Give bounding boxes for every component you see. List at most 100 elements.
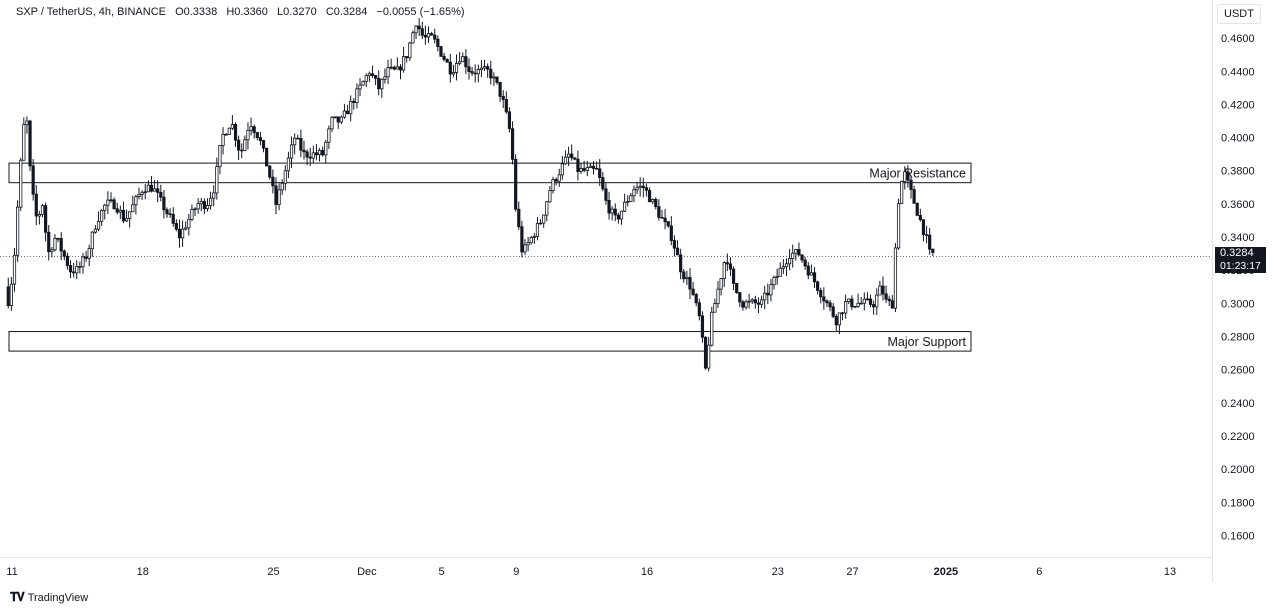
candle bbox=[386, 59, 390, 85]
candle-body bbox=[430, 33, 434, 36]
candle bbox=[355, 83, 359, 109]
candle bbox=[850, 295, 854, 310]
candle-body bbox=[283, 170, 287, 184]
candle-body bbox=[582, 168, 586, 171]
footer: ⁠𝐓𝐕 TradingView bbox=[10, 590, 88, 605]
candle bbox=[411, 30, 415, 44]
chart-area[interactable]: Major Resistance Major Support bbox=[0, 0, 1212, 557]
candle bbox=[731, 266, 736, 291]
candle bbox=[660, 209, 664, 219]
candle bbox=[137, 187, 141, 200]
time-tick-label: 5 bbox=[439, 566, 445, 578]
candle-body bbox=[682, 271, 686, 280]
candle bbox=[613, 203, 617, 222]
candle bbox=[629, 192, 633, 203]
currency-button[interactable]: USDT bbox=[1217, 4, 1261, 24]
candle-body bbox=[906, 171, 910, 181]
candle bbox=[277, 183, 281, 211]
candle-body bbox=[224, 133, 228, 136]
candle bbox=[769, 279, 773, 302]
candle bbox=[380, 78, 384, 98]
candle-body bbox=[451, 72, 456, 75]
candle bbox=[439, 45, 443, 58]
candle-body bbox=[246, 129, 250, 141]
candle-body bbox=[131, 204, 135, 213]
candle-body bbox=[844, 301, 848, 314]
candle-body bbox=[215, 166, 219, 194]
candle-body bbox=[402, 56, 406, 71]
candle-body bbox=[666, 221, 670, 227]
candle-body bbox=[573, 157, 577, 160]
candle-body bbox=[716, 288, 720, 304]
candle bbox=[389, 58, 393, 70]
candle bbox=[747, 293, 751, 309]
candle bbox=[131, 195, 135, 213]
candle-body bbox=[103, 204, 107, 211]
candle-body bbox=[249, 126, 253, 131]
candle-body bbox=[177, 228, 182, 239]
candle-body bbox=[218, 145, 222, 168]
candle-body bbox=[890, 300, 894, 309]
candle bbox=[928, 227, 932, 255]
candle-body bbox=[884, 293, 888, 300]
candle-body bbox=[504, 99, 508, 113]
candle bbox=[741, 299, 745, 311]
candle-body bbox=[545, 201, 549, 216]
candle-body bbox=[563, 156, 568, 165]
candle bbox=[296, 134, 300, 140]
candle bbox=[812, 267, 817, 289]
candle-body bbox=[501, 96, 505, 100]
candle-body bbox=[112, 199, 116, 210]
time-tick-label: 9 bbox=[513, 566, 519, 578]
candle-body bbox=[769, 284, 773, 296]
candle-body bbox=[311, 152, 315, 159]
candle bbox=[209, 191, 213, 210]
time-axis[interactable]: 11 18 25 Dec 5 9 16 23 27 2025 6 13 bbox=[0, 557, 1212, 583]
candle bbox=[582, 160, 586, 173]
candle bbox=[514, 154, 518, 212]
candle bbox=[844, 294, 848, 319]
candle-body bbox=[498, 81, 502, 97]
price-tick-label: 0.2400 bbox=[1221, 398, 1255, 410]
candle-body bbox=[669, 225, 673, 241]
candlestick-chart[interactable]: Major Resistance Major Support bbox=[0, 0, 1212, 557]
candle bbox=[809, 264, 813, 276]
candle bbox=[124, 209, 129, 223]
candle-body bbox=[623, 201, 627, 212]
candle bbox=[663, 209, 667, 230]
candle-body bbox=[296, 137, 300, 140]
candle-body bbox=[924, 234, 929, 236]
candle bbox=[691, 281, 695, 297]
candle-body bbox=[688, 277, 692, 290]
candle bbox=[352, 98, 356, 110]
candle bbox=[87, 244, 91, 267]
candle-body bbox=[395, 66, 399, 70]
candle-body bbox=[523, 244, 527, 253]
candle bbox=[62, 249, 66, 261]
price-tick-label: 0.4200 bbox=[1221, 99, 1255, 111]
candle bbox=[828, 299, 832, 312]
candle-body bbox=[461, 56, 465, 63]
candle-body bbox=[411, 32, 415, 44]
candle bbox=[414, 25, 418, 40]
candle bbox=[806, 262, 810, 280]
candle-body bbox=[691, 288, 695, 295]
candle-body bbox=[685, 277, 689, 280]
candle-body bbox=[507, 111, 512, 130]
candle bbox=[797, 242, 801, 256]
candle bbox=[912, 185, 916, 204]
candle-body bbox=[766, 292, 770, 296]
candle bbox=[317, 147, 322, 162]
candle-body bbox=[280, 182, 284, 191]
price-axis[interactable]: 0.4600 0.4400 0.4200 0.4000 0.3800 0.3600 0.34… bbox=[1212, 0, 1280, 582]
candle-body bbox=[473, 72, 477, 75]
candle bbox=[566, 146, 571, 167]
zone-label: Major Resistance bbox=[869, 167, 966, 181]
candle-body bbox=[199, 200, 203, 205]
candle-body bbox=[510, 128, 515, 160]
candle bbox=[34, 185, 38, 226]
candle bbox=[283, 165, 287, 191]
candle-body bbox=[809, 272, 813, 276]
candle bbox=[501, 90, 505, 108]
time-tick-label: 18 bbox=[137, 566, 149, 578]
